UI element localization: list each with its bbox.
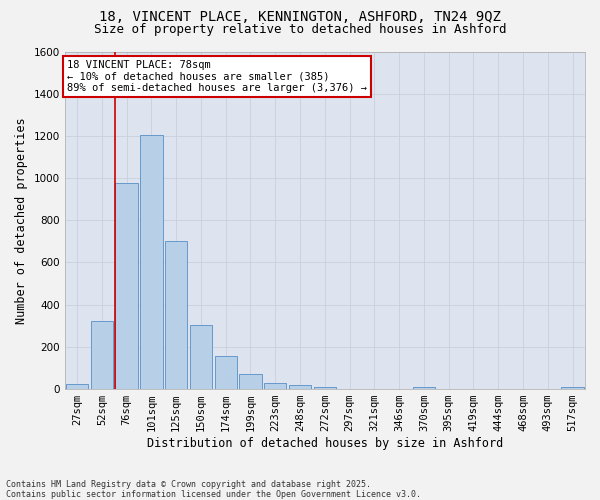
Bar (239, 374, 262, 389)
Text: 18 VINCENT PLACE: 78sqm
← 10% of detached houses are smaller (385)
89% of semi-d: 18 VINCENT PLACE: 78sqm ← 10% of detache… (67, 60, 367, 93)
Text: 18, VINCENT PLACE, KENNINGTON, ASHFORD, TN24 9QZ: 18, VINCENT PLACE, KENNINGTON, ASHFORD, … (99, 10, 501, 24)
Bar (165, 242, 187, 389)
Bar (264, 383, 286, 389)
Bar (115, 184, 138, 389)
Bar (215, 356, 237, 389)
Bar (66, 384, 88, 389)
Y-axis label: Number of detached properties: Number of detached properties (15, 117, 28, 324)
Bar (140, 135, 163, 389)
Text: Contains HM Land Registry data © Crown copyright and database right 2025.
Contai: Contains HM Land Registry data © Crown c… (6, 480, 421, 499)
Bar (190, 324, 212, 389)
Bar (562, 387, 584, 389)
Bar (289, 386, 311, 389)
X-axis label: Distribution of detached houses by size in Ashford: Distribution of detached houses by size … (147, 437, 503, 450)
Bar (91, 320, 113, 389)
Bar (314, 387, 336, 389)
Bar (413, 388, 435, 389)
Text: Size of property relative to detached houses in Ashford: Size of property relative to detached ho… (94, 22, 506, 36)
